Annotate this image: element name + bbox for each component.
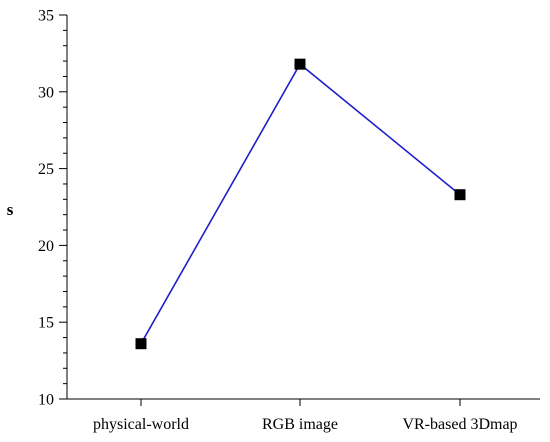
y-tick-labels: 10 15 20 25 30 35	[38, 8, 54, 409]
series-lines	[140, 62, 461, 345]
y-tick-label: 20	[38, 238, 54, 255]
y-tick-label: 25	[38, 161, 54, 178]
data-point-marker	[135, 338, 147, 350]
data-point-marker	[294, 58, 306, 70]
data-point-marker	[454, 189, 466, 201]
x-tick-label: RGB image	[262, 416, 338, 433]
y-minor-ticks	[63, 29, 67, 385]
series-points	[135, 58, 466, 350]
x-ticks	[140, 399, 461, 406]
x-tick-label: physical-world	[93, 416, 189, 433]
y-major-ticks	[59, 14, 67, 400]
series-line	[140, 62, 461, 345]
x-tick-label: VR-based 3Dmap	[402, 416, 517, 433]
y-tick-label: 30	[38, 84, 54, 101]
y-axis-title: s	[7, 200, 14, 219]
y-tick-label: 35	[38, 8, 54, 25]
y-tick-label: 15	[38, 315, 54, 332]
y-tick-label: 10	[38, 392, 54, 409]
x-tick-labels: physical-world RGB image VR-based 3Dmap	[93, 416, 518, 433]
